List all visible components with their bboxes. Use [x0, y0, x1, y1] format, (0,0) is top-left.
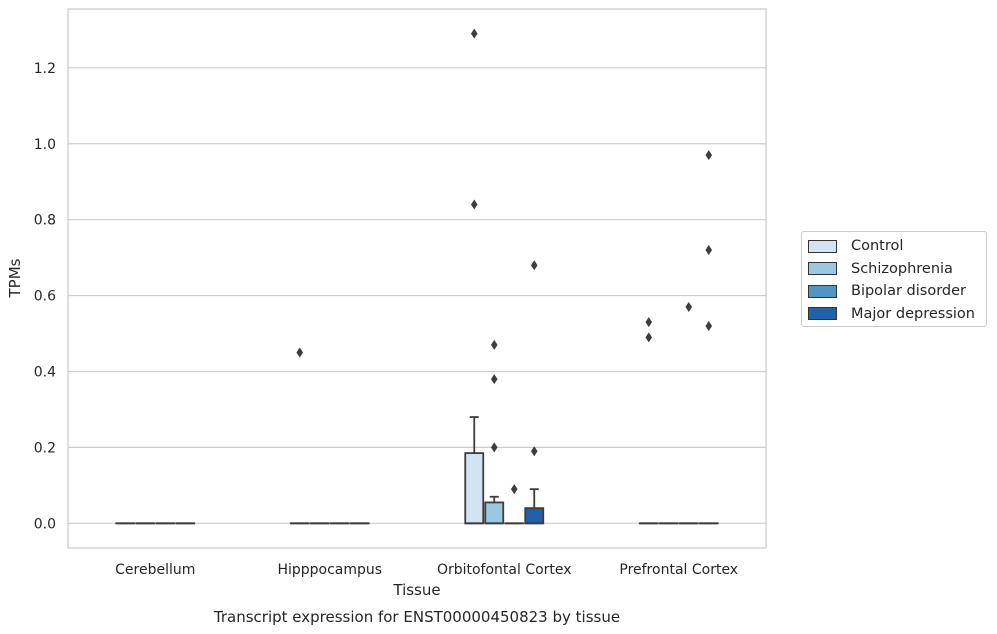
box-schizophrenia [484, 495, 505, 525]
legend-label: Major depression [851, 305, 975, 322]
outlier-point [510, 484, 518, 495]
legend-item: Control [808, 235, 986, 258]
y-tick-label: 0.6 [34, 289, 56, 305]
y-tick-label: 1.0 [34, 137, 56, 153]
gridlines [68, 67, 766, 524]
legend-swatch [808, 284, 837, 298]
outlier-point [705, 150, 713, 161]
x-tick-label: Prefrontal Cortex [619, 562, 738, 578]
legend-label: Control [851, 238, 904, 255]
legend-label: Bipolar disorder [851, 283, 966, 300]
outliers [296, 28, 713, 495]
legend-swatch [808, 262, 837, 276]
y-axis-label: TPMs [6, 258, 24, 298]
outlier-point [705, 245, 713, 256]
legend-item: Schizophrenia [808, 258, 986, 281]
plot-area-frame [67, 8, 767, 549]
outlier-point [705, 320, 713, 331]
boxes [115, 416, 719, 525]
box-body [464, 452, 485, 525]
legend-item: Major depression [808, 303, 986, 326]
box-body [484, 501, 505, 525]
y-tick-label: 0.8 [34, 213, 56, 229]
box-control [464, 416, 485, 525]
legend: Control Schizophrenia Bipolar disorder Majo… [801, 231, 987, 327]
y-axis-ticks: 0.0 0.2 0.4 0.6 0.8 1.0 1.2 [34, 61, 56, 532]
outlier-point [470, 199, 478, 210]
outlier-point [645, 332, 653, 343]
x-axis-ticks: Cerebellum Hipppocampus Orbitofontal Corte… [115, 562, 738, 578]
outlier-point [470, 28, 478, 39]
y-tick-label: 0.2 [34, 440, 56, 456]
outlier-point [490, 339, 498, 350]
box-major-depression [524, 488, 545, 525]
legend-swatch [808, 307, 837, 321]
x-tick-label: Orbitofontal Cortex [437, 562, 572, 578]
legend-item: Bipolar disorder [808, 280, 986, 303]
outlier-point [685, 301, 693, 312]
legend-label: Schizophrenia [851, 260, 953, 277]
outlier-point [530, 446, 538, 457]
x-tick-label: Cerebellum [115, 562, 195, 578]
legend-swatch [808, 239, 837, 253]
y-tick-label: 0.0 [34, 516, 56, 532]
outlier-point [490, 374, 498, 385]
outlier-point [296, 347, 304, 358]
chart-title: Transcript expression for ENST0000045082… [213, 608, 620, 626]
y-tick-label: 1.2 [34, 61, 56, 77]
outlier-point [645, 317, 653, 328]
outlier-point [490, 442, 498, 453]
outlier-point [530, 260, 538, 271]
box-body [524, 507, 545, 525]
y-tick-label: 0.4 [34, 364, 56, 380]
x-tick-label: Hipppocampus [277, 562, 382, 578]
x-axis-label: Tissue [392, 581, 440, 599]
